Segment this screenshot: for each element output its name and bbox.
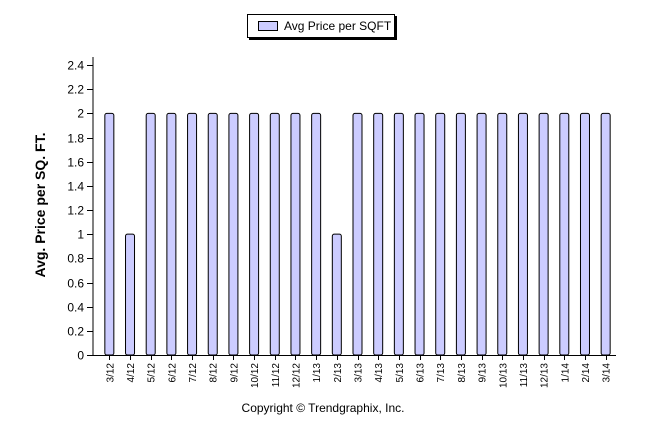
bar	[517, 112, 528, 356]
x-tick-label: 6/13	[416, 363, 427, 383]
y-tick-label: 0.4	[67, 301, 84, 315]
x-tick-label: 3/14	[602, 363, 613, 383]
bar	[393, 112, 404, 356]
bar	[435, 112, 446, 356]
bar	[187, 112, 198, 356]
y-tick-label: 1.8	[67, 132, 84, 146]
bar	[373, 112, 384, 356]
bar	[104, 112, 115, 356]
bar	[207, 112, 218, 356]
x-tick-label: 9/13	[478, 363, 489, 383]
legend-swatch	[258, 21, 278, 31]
bar	[455, 112, 466, 356]
bar	[331, 233, 342, 356]
bar	[600, 112, 611, 356]
x-tick-label: 3/13	[354, 363, 365, 383]
legend-label: Avg Price per SQFT	[284, 19, 392, 33]
bar	[311, 112, 322, 356]
y-tick-label: 2.2	[67, 83, 84, 97]
y-tick-label: 1.4	[67, 180, 84, 194]
bar	[290, 112, 301, 356]
x-tick-label: 1/14	[560, 363, 571, 383]
x-tick-label: 12/12	[291, 363, 302, 388]
x-tick-label: 11/12	[271, 363, 282, 388]
bar	[166, 112, 177, 356]
x-tick-label: 3/12	[105, 363, 116, 383]
bar	[352, 112, 363, 356]
bar	[125, 233, 136, 356]
x-tick-label: 9/12	[229, 363, 240, 383]
x-tick-label: 1/13	[312, 363, 323, 383]
x-tick-label: 6/12	[167, 363, 178, 383]
x-tick-label: 10/12	[250, 363, 261, 388]
x-tick-label: 2/14	[581, 363, 592, 383]
bar	[414, 112, 425, 356]
x-tick-label: 2/13	[333, 363, 344, 383]
y-tick-label: 1.2	[67, 204, 84, 218]
x-tick-label: 12/13	[540, 363, 551, 388]
y-tick-label: 1.6	[67, 156, 84, 170]
bar	[559, 112, 570, 356]
y-tick-label: 0.2	[67, 325, 84, 339]
bar	[579, 112, 590, 356]
bar	[145, 112, 156, 356]
x-tick-label: 11/13	[519, 363, 530, 388]
x-tick-label: 5/13	[395, 363, 406, 383]
y-tick-label: 0.8	[67, 252, 84, 266]
copyright-text: Copyright © Trendgraphix, Inc.	[241, 401, 405, 415]
x-tick-label: 7/12	[188, 363, 199, 383]
bar	[249, 112, 260, 356]
bar	[476, 112, 487, 356]
y-tick-label: 1	[77, 228, 84, 242]
legend: Avg Price per SQFT	[247, 14, 395, 38]
bar	[497, 112, 508, 356]
y-tick-label: 0.6	[67, 277, 84, 291]
x-tick-label: 4/12	[126, 363, 137, 383]
x-tick-label: 4/13	[374, 363, 385, 383]
bar	[228, 112, 239, 356]
x-tick-label: 5/12	[147, 363, 158, 383]
x-tick-label: 8/13	[457, 363, 468, 383]
bar	[269, 112, 280, 356]
x-tick-label: 8/12	[209, 363, 220, 383]
x-tick-label: 10/13	[498, 363, 509, 388]
y-tick-label: 0	[77, 349, 84, 363]
y-tick-label: 2.4	[67, 59, 84, 73]
y-axis-label: Avg. Price per SQ. FT.	[32, 132, 48, 278]
y-tick-label: 2	[77, 107, 84, 121]
bar	[538, 112, 549, 356]
x-tick-label: 7/13	[436, 363, 447, 383]
